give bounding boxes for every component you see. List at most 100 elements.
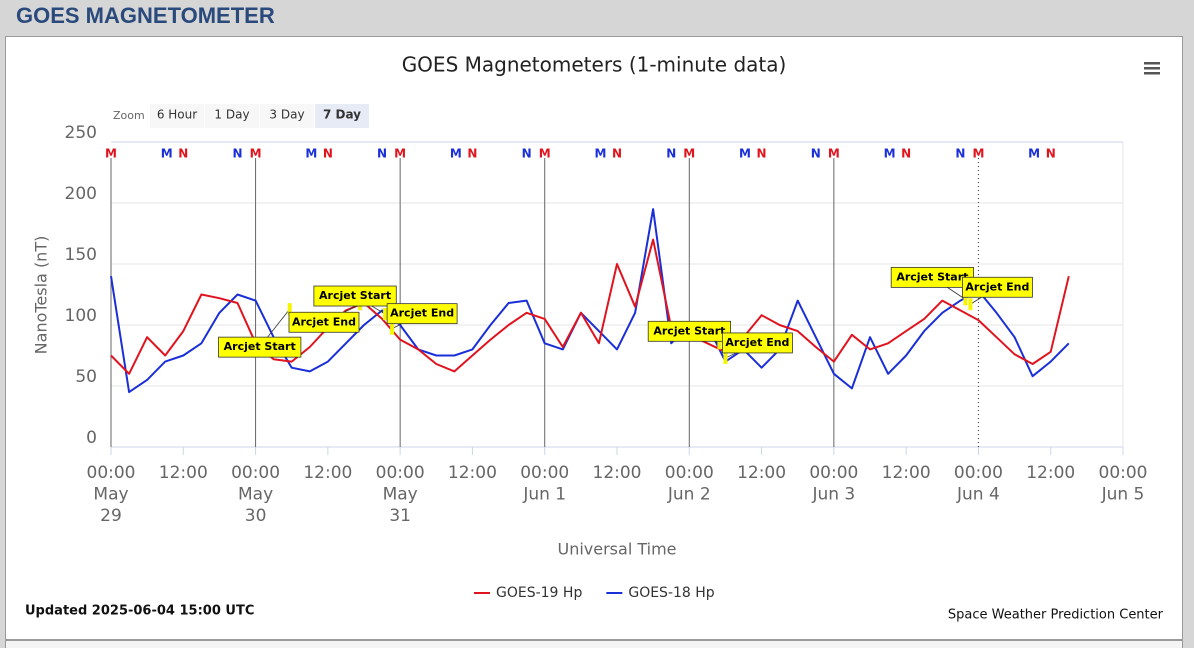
annotation-label: Arcjet End [725, 336, 789, 349]
zoom-button[interactable]: 7 Day [315, 104, 369, 128]
annotation-box [218, 336, 302, 358]
next-panel [5, 640, 1183, 648]
zoom-button-bg[interactable] [205, 104, 259, 128]
annotation-label: Arcjet Start [319, 289, 391, 302]
annotation-box [313, 285, 397, 307]
credits: Space Weather Prediction Center [948, 608, 1164, 623]
zoom-button[interactable]: 3 Day [260, 104, 314, 128]
annotation-anchor [383, 308, 388, 321]
zoom-button-label[interactable]: 6 Hour [157, 108, 197, 122]
noon-midnight-marker: N [612, 147, 622, 161]
x-tick-label: 00:00 [520, 463, 569, 483]
noon-midnight-marker: N [467, 147, 477, 161]
zoom-label: Zoom [113, 109, 145, 122]
x-tick-label: 00:00 [87, 463, 136, 483]
zoom-button-label[interactable]: 7 Day [323, 108, 361, 122]
noon-midnight-marker: N [757, 147, 767, 161]
y-tick-label: 150 [65, 245, 97, 265]
x-tick-label: 12:00 [1026, 463, 1075, 483]
zoom-button-label[interactable]: 3 Day [269, 108, 304, 122]
zoom-button-bg[interactable] [315, 104, 369, 128]
y-tick-label: 0 [86, 428, 97, 448]
annotation-box [386, 303, 458, 325]
annotation-box [961, 276, 1033, 298]
x-tick-label: 00:00 [231, 463, 280, 483]
zoom-button-label[interactable]: 1 Day [214, 108, 249, 122]
x-tick-label: Jun 3 [811, 485, 855, 505]
menu-bar [1144, 67, 1160, 70]
x-tick-label: 12:00 [159, 463, 208, 483]
chart-title: GOES Magnetometers (1-minute data) [402, 53, 787, 77]
noon-midnight-marker: M [739, 147, 751, 161]
annotation-label: Arcjet End [390, 307, 454, 320]
noon-midnight-marker: N [811, 147, 821, 161]
updated-note: Updated 2025-06-04 15:00 UTC [25, 604, 254, 619]
noon-midnight-marker: M [105, 147, 117, 161]
x-tick-label: 12:00 [882, 463, 931, 483]
annotation-label: Arcjet Start [224, 340, 296, 353]
x-tick-label: 00:00 [1099, 463, 1148, 483]
x-tick-label: 31 [389, 506, 411, 526]
noon-midnight-marker: M [884, 147, 896, 161]
x-tick-label: 00:00 [954, 463, 1003, 483]
noon-midnight-marker: N [901, 147, 911, 161]
annotation-box [722, 332, 793, 354]
x-tick-label: 12:00 [593, 463, 642, 483]
annotation-label: Arcjet Start [896, 270, 968, 283]
legend-label: GOES-18 Hp [628, 585, 714, 601]
annotation-label: Arcjet End [292, 315, 356, 328]
zoom-button-bg[interactable] [260, 104, 314, 128]
x-tick-label: 29 [100, 506, 122, 526]
x-tick-label: 12:00 [303, 463, 352, 483]
noon-midnight-marker: M [683, 147, 695, 161]
noon-midnight-marker: M [1028, 147, 1040, 161]
annotation-anchor [287, 303, 292, 316]
x-tick-label: Jun 5 [1101, 485, 1145, 505]
x-tick-label: 12:00 [448, 463, 497, 483]
noon-midnight-marker: N [377, 147, 387, 161]
page-title: GOES MAGNETOMETER [16, 3, 275, 28]
x-tick-label: May [383, 485, 418, 505]
legend-label: GOES-19 Hp [496, 585, 582, 601]
y-axis-label: NanoTesla (nT) [32, 236, 51, 355]
x-tick-label: May [238, 485, 273, 505]
chart-panel [5, 36, 1183, 640]
x-tick-label: Jun 1 [522, 485, 566, 505]
noon-midnight-marker: M [161, 147, 173, 161]
noon-midnight-marker: M [450, 147, 462, 161]
x-tick-label: 30 [245, 506, 267, 526]
annotation-anchor [963, 293, 968, 306]
noon-midnight-marker: M [394, 147, 406, 161]
menu-bar [1144, 72, 1160, 75]
y-tick-label: 200 [65, 184, 97, 204]
annotation-label: Arcjet End [965, 280, 1029, 293]
noon-midnight-marker: N [323, 147, 333, 161]
zoom-button-bg[interactable] [150, 104, 204, 128]
noon-midnight-marker: M [250, 147, 262, 161]
annotation-box [288, 311, 360, 333]
noon-midnight-marker: N [666, 147, 676, 161]
noon-midnight-marker: N [522, 147, 532, 161]
y-tick-label: 100 [65, 306, 97, 326]
noon-midnight-marker: N [178, 147, 188, 161]
noon-midnight-marker: M [594, 147, 606, 161]
zoom-button[interactable]: 6 Hour [150, 104, 204, 128]
series-line [110, 208, 1070, 394]
x-tick-label: Jun 4 [956, 485, 1000, 505]
x-tick-label: Jun 2 [667, 485, 711, 505]
x-tick-label: 00:00 [376, 463, 425, 483]
annotation-label: Arcjet Start [653, 324, 725, 337]
noon-midnight-marker: M [305, 147, 317, 161]
annotation-box [647, 320, 732, 342]
annotation-anchor [390, 322, 395, 335]
x-tick-label: 00:00 [665, 463, 714, 483]
x-tick-label: 12:00 [737, 463, 786, 483]
menu-button[interactable] [1140, 56, 1164, 80]
noon-midnight-marker: M [539, 147, 551, 161]
x-axis-label: Universal Time [557, 540, 676, 559]
x-tick-label: 00:00 [809, 463, 858, 483]
noon-midnight-marker: M [828, 147, 840, 161]
zoom-button[interactable]: 1 Day [205, 104, 259, 128]
annotation-anchor [717, 337, 722, 350]
